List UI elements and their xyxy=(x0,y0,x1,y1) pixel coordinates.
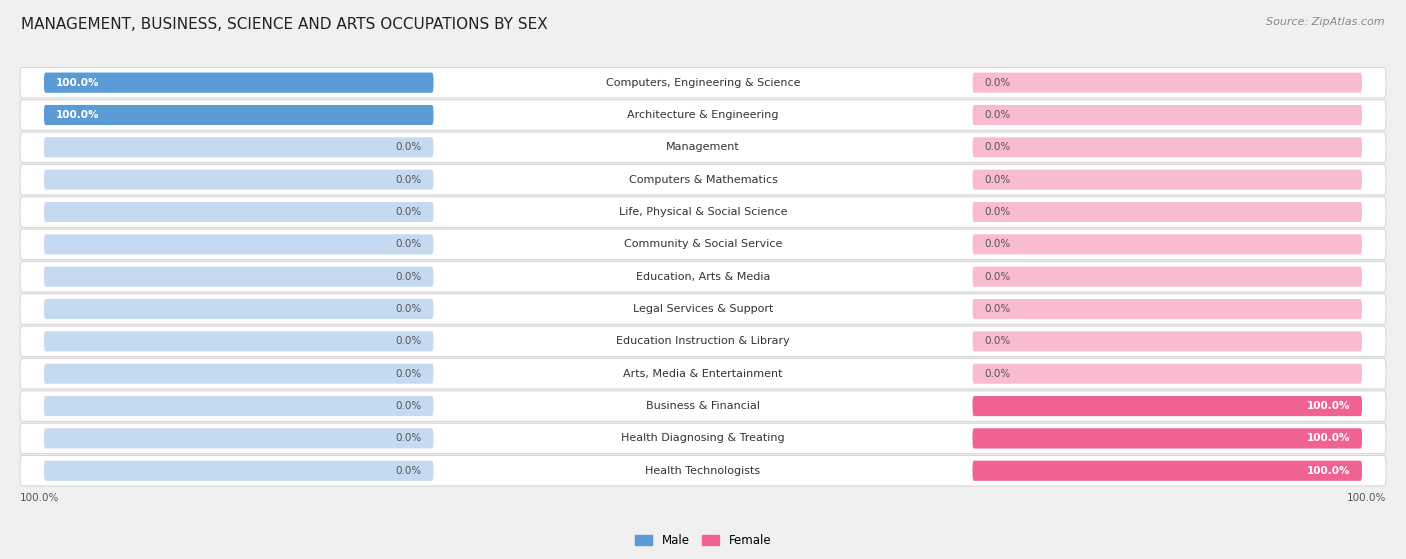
FancyBboxPatch shape xyxy=(973,169,1362,190)
FancyBboxPatch shape xyxy=(20,100,1386,130)
Text: MANAGEMENT, BUSINESS, SCIENCE AND ARTS OCCUPATIONS BY SEX: MANAGEMENT, BUSINESS, SCIENCE AND ARTS O… xyxy=(21,17,548,32)
FancyBboxPatch shape xyxy=(20,262,1386,292)
FancyBboxPatch shape xyxy=(44,73,433,93)
FancyBboxPatch shape xyxy=(20,68,1386,98)
FancyBboxPatch shape xyxy=(973,428,1362,448)
Text: Education Instruction & Library: Education Instruction & Library xyxy=(616,337,790,347)
Text: Arts, Media & Entertainment: Arts, Media & Entertainment xyxy=(623,369,783,379)
FancyBboxPatch shape xyxy=(20,326,1386,357)
FancyBboxPatch shape xyxy=(20,294,1386,324)
FancyBboxPatch shape xyxy=(44,461,433,481)
Text: Life, Physical & Social Science: Life, Physical & Social Science xyxy=(619,207,787,217)
Text: 0.0%: 0.0% xyxy=(395,143,422,153)
FancyBboxPatch shape xyxy=(973,396,1362,416)
FancyBboxPatch shape xyxy=(973,331,1362,352)
Text: 100.0%: 100.0% xyxy=(1306,401,1350,411)
Text: 0.0%: 0.0% xyxy=(984,143,1011,153)
FancyBboxPatch shape xyxy=(973,396,1362,416)
Text: 0.0%: 0.0% xyxy=(395,369,422,379)
FancyBboxPatch shape xyxy=(20,132,1386,163)
FancyBboxPatch shape xyxy=(20,358,1386,389)
Text: 0.0%: 0.0% xyxy=(984,110,1011,120)
FancyBboxPatch shape xyxy=(973,267,1362,287)
Text: Health Technologists: Health Technologists xyxy=(645,466,761,476)
Text: 0.0%: 0.0% xyxy=(395,401,422,411)
Text: Education, Arts & Media: Education, Arts & Media xyxy=(636,272,770,282)
Text: Architecture & Engineering: Architecture & Engineering xyxy=(627,110,779,120)
Text: 0.0%: 0.0% xyxy=(395,433,422,443)
FancyBboxPatch shape xyxy=(44,396,433,416)
Text: Community & Social Service: Community & Social Service xyxy=(624,239,782,249)
Text: 100.0%: 100.0% xyxy=(1347,493,1386,503)
Text: 0.0%: 0.0% xyxy=(984,239,1011,249)
Text: 0.0%: 0.0% xyxy=(395,304,422,314)
Text: 0.0%: 0.0% xyxy=(395,207,422,217)
FancyBboxPatch shape xyxy=(973,364,1362,384)
Text: 100.0%: 100.0% xyxy=(1306,433,1350,443)
FancyBboxPatch shape xyxy=(20,423,1386,453)
Legend: Male, Female: Male, Female xyxy=(630,529,776,552)
Text: Business & Financial: Business & Financial xyxy=(645,401,761,411)
FancyBboxPatch shape xyxy=(44,428,433,448)
Text: 0.0%: 0.0% xyxy=(984,272,1011,282)
FancyBboxPatch shape xyxy=(973,299,1362,319)
FancyBboxPatch shape xyxy=(44,267,433,287)
FancyBboxPatch shape xyxy=(44,138,433,158)
FancyBboxPatch shape xyxy=(44,105,433,125)
Text: 0.0%: 0.0% xyxy=(395,239,422,249)
FancyBboxPatch shape xyxy=(44,331,433,352)
Text: Management: Management xyxy=(666,143,740,153)
FancyBboxPatch shape xyxy=(973,105,1362,125)
FancyBboxPatch shape xyxy=(973,461,1362,481)
Text: Health Diagnosing & Treating: Health Diagnosing & Treating xyxy=(621,433,785,443)
FancyBboxPatch shape xyxy=(973,138,1362,158)
FancyBboxPatch shape xyxy=(44,169,433,190)
Text: 100.0%: 100.0% xyxy=(56,110,100,120)
FancyBboxPatch shape xyxy=(44,73,433,93)
FancyBboxPatch shape xyxy=(973,202,1362,222)
FancyBboxPatch shape xyxy=(20,197,1386,227)
FancyBboxPatch shape xyxy=(44,364,433,384)
Text: 100.0%: 100.0% xyxy=(20,493,59,503)
Text: 100.0%: 100.0% xyxy=(56,78,100,88)
FancyBboxPatch shape xyxy=(44,299,433,319)
FancyBboxPatch shape xyxy=(44,234,433,254)
Text: 0.0%: 0.0% xyxy=(984,369,1011,379)
FancyBboxPatch shape xyxy=(20,391,1386,421)
FancyBboxPatch shape xyxy=(973,234,1362,254)
Text: 0.0%: 0.0% xyxy=(395,466,422,476)
FancyBboxPatch shape xyxy=(44,105,433,125)
Text: 0.0%: 0.0% xyxy=(984,174,1011,184)
FancyBboxPatch shape xyxy=(973,461,1362,481)
FancyBboxPatch shape xyxy=(20,456,1386,486)
Text: Source: ZipAtlas.com: Source: ZipAtlas.com xyxy=(1267,17,1385,27)
FancyBboxPatch shape xyxy=(44,202,433,222)
Text: 0.0%: 0.0% xyxy=(395,272,422,282)
Text: 0.0%: 0.0% xyxy=(395,337,422,347)
Text: Legal Services & Support: Legal Services & Support xyxy=(633,304,773,314)
Text: 0.0%: 0.0% xyxy=(984,207,1011,217)
Text: 0.0%: 0.0% xyxy=(984,337,1011,347)
FancyBboxPatch shape xyxy=(973,73,1362,93)
FancyBboxPatch shape xyxy=(20,164,1386,195)
FancyBboxPatch shape xyxy=(20,229,1386,259)
Text: 0.0%: 0.0% xyxy=(984,78,1011,88)
Text: 0.0%: 0.0% xyxy=(395,174,422,184)
Text: Computers & Mathematics: Computers & Mathematics xyxy=(628,174,778,184)
FancyBboxPatch shape xyxy=(973,428,1362,448)
Text: Computers, Engineering & Science: Computers, Engineering & Science xyxy=(606,78,800,88)
Text: 0.0%: 0.0% xyxy=(984,304,1011,314)
Text: 100.0%: 100.0% xyxy=(1306,466,1350,476)
